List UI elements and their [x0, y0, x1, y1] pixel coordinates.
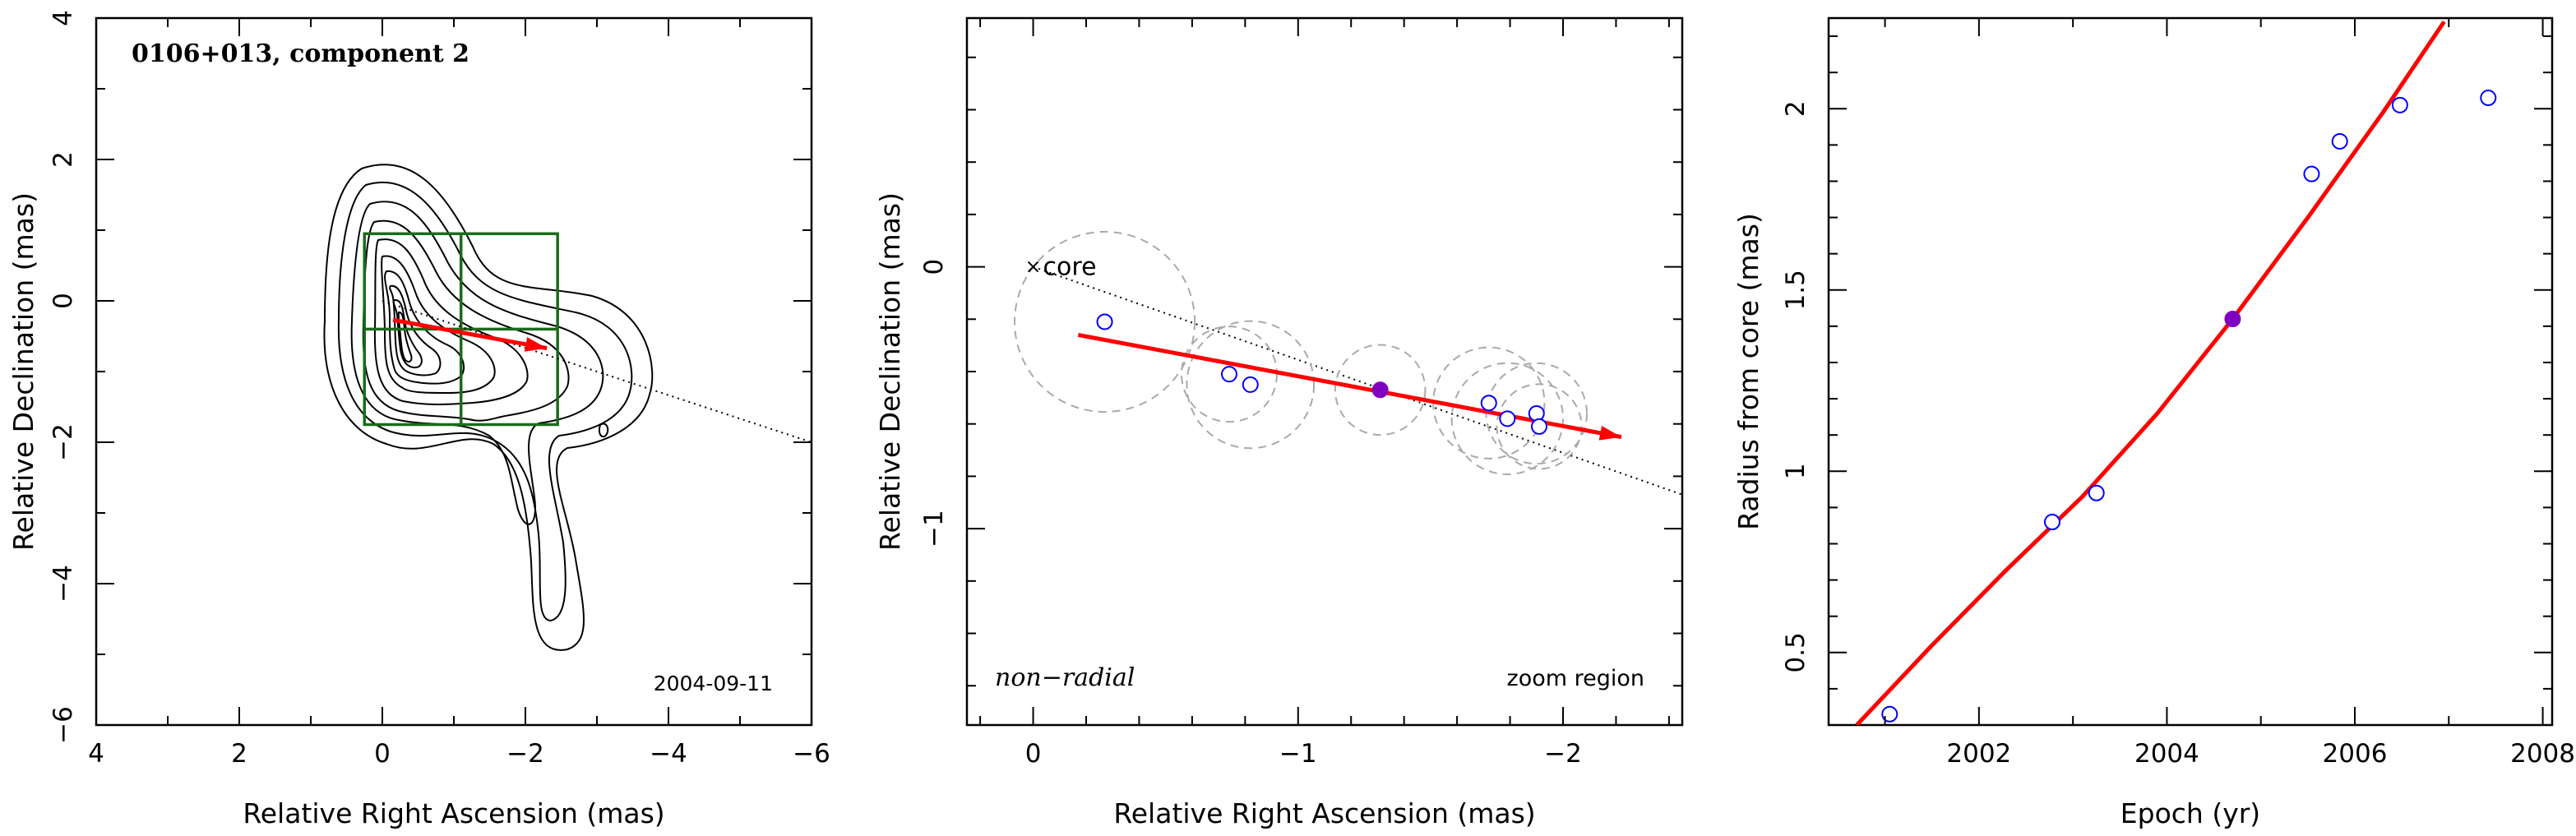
axis-ticks: 0 −1 −2 0 −1: [919, 18, 1682, 769]
contour-level-10: [397, 312, 413, 363]
contour-level-7: [384, 270, 465, 385]
y-tick-label: 2: [1781, 100, 1811, 117]
velocity-vector-head: [524, 337, 548, 352]
y-tick-label: 2: [49, 151, 78, 168]
x-tick-label: 2008: [2510, 739, 2575, 769]
y-tick-label: 4: [49, 10, 78, 26]
panel-radius-epoch: 2002 2004 2006 2008 0.5 1 1.5 2 Epoch (yr) Radi…: [1732, 16, 2575, 829]
data-point: [1096, 313, 1113, 330]
data-point-reference-epoch: [1371, 381, 1389, 399]
data-point: [2391, 96, 2408, 113]
y-tick-label: −2: [49, 423, 78, 461]
x-tick-label: 0: [1025, 739, 1042, 769]
contour-level-3: [350, 201, 604, 525]
y-tick-label: −1: [919, 510, 949, 547]
component-size-circle: [1186, 320, 1316, 450]
plot-frame: [1827, 16, 2554, 727]
data-point: [2331, 132, 2348, 150]
fit-curve: [1855, 21, 2446, 725]
data-point: [1881, 705, 1898, 723]
data-point: [1242, 376, 1259, 393]
panel-zoom-region: 0 −1 −2 0 −1 core non−radial zoom region Rel…: [874, 16, 1684, 829]
component-size-circle: [1334, 344, 1427, 436]
velocity-vector: [392, 317, 548, 351]
core-marker: [1027, 261, 1039, 273]
contour-level-1: [323, 164, 654, 651]
component-size-circle: [1014, 230, 1196, 413]
radial-direction-line: [1033, 266, 1682, 496]
y-tick-label: −6: [49, 706, 78, 744]
contour-level-6: [381, 255, 496, 395]
velocity-vector: [1077, 332, 1622, 440]
data-marks: [1855, 21, 2497, 725]
x-tick-label: −1: [1279, 739, 1317, 769]
radial-direction-line: [382, 300, 812, 443]
plot-frame: [95, 16, 813, 727]
y-tick-label: 1.5: [1781, 270, 1811, 310]
axis-ticks: 2002 2004 2006 2008 0.5 1 1.5 2: [1781, 18, 2575, 769]
x-tick-label: 2002: [1946, 739, 2011, 769]
panel-contour-map: 4 2 0 −2 −4 −6 −6 −4 −2 0 2 4 0106+013, component 2…: [7, 10, 830, 829]
data-point: [1480, 395, 1497, 412]
data-point: [1221, 366, 1237, 383]
component-size-circle: [1450, 362, 1565, 476]
y-tick-label: 0: [49, 293, 78, 309]
x-axis-label: Relative Right Ascension (mas): [243, 797, 664, 829]
velocity-vector-head: [1598, 425, 1621, 441]
component-size-circle: [1496, 383, 1583, 470]
x-tick-label: −2: [506, 739, 544, 769]
data-point: [1499, 410, 1516, 427]
data-point: [2303, 165, 2320, 182]
data-point: [1528, 404, 1545, 422]
x-tick-label: −2: [1544, 739, 1582, 769]
plot-frame: [965, 16, 1684, 727]
core-label: core: [1043, 253, 1097, 282]
x-tick-label: 4: [88, 739, 104, 769]
data-point: [1531, 418, 1547, 435]
x-tick-label: 2006: [2323, 739, 2388, 769]
data-marks: [1014, 230, 1682, 496]
x-tick-label: 0: [374, 739, 391, 769]
x-axis-label: Relative Right Ascension (mas): [1113, 797, 1535, 829]
y-tick-label: 1: [1781, 463, 1811, 479]
x-tick-label: 2: [231, 739, 247, 769]
motion-type-label: non−radial: [995, 663, 1135, 692]
data-point-reference-epoch: [2224, 311, 2241, 328]
x-axis-label: Epoch (yr): [2120, 797, 2260, 829]
zoom-region-label: zoom region: [1507, 666, 1644, 691]
y-axis-label: Relative Declination (mas): [7, 192, 39, 551]
y-tick-label: −4: [49, 565, 78, 603]
overlay-marks: [363, 232, 812, 443]
epoch-label: 2004-09-11: [654, 672, 773, 695]
contour-level-5: [373, 238, 529, 405]
x-tick-label: 2004: [2134, 739, 2199, 769]
data-point: [2088, 484, 2105, 501]
x-tick-label: −6: [793, 739, 830, 769]
y-axis-label: Radius from core (mas): [1732, 213, 1764, 530]
chart-title: 0106+013, component 2: [132, 39, 469, 68]
contour-level-11: [599, 423, 609, 438]
data-point: [2044, 514, 2060, 531]
contour-lines: [323, 164, 654, 651]
y-tick-label: 0: [919, 259, 949, 275]
axis-ticks: 4 2 0 −2 −4 −6 −6 −4 −2 0 2 4: [49, 10, 830, 769]
x-tick-label: −4: [650, 739, 687, 769]
y-axis-label: Relative Declination (mas): [874, 192, 906, 551]
y-tick-label: 0.5: [1781, 632, 1811, 672]
data-point: [2480, 90, 2497, 107]
